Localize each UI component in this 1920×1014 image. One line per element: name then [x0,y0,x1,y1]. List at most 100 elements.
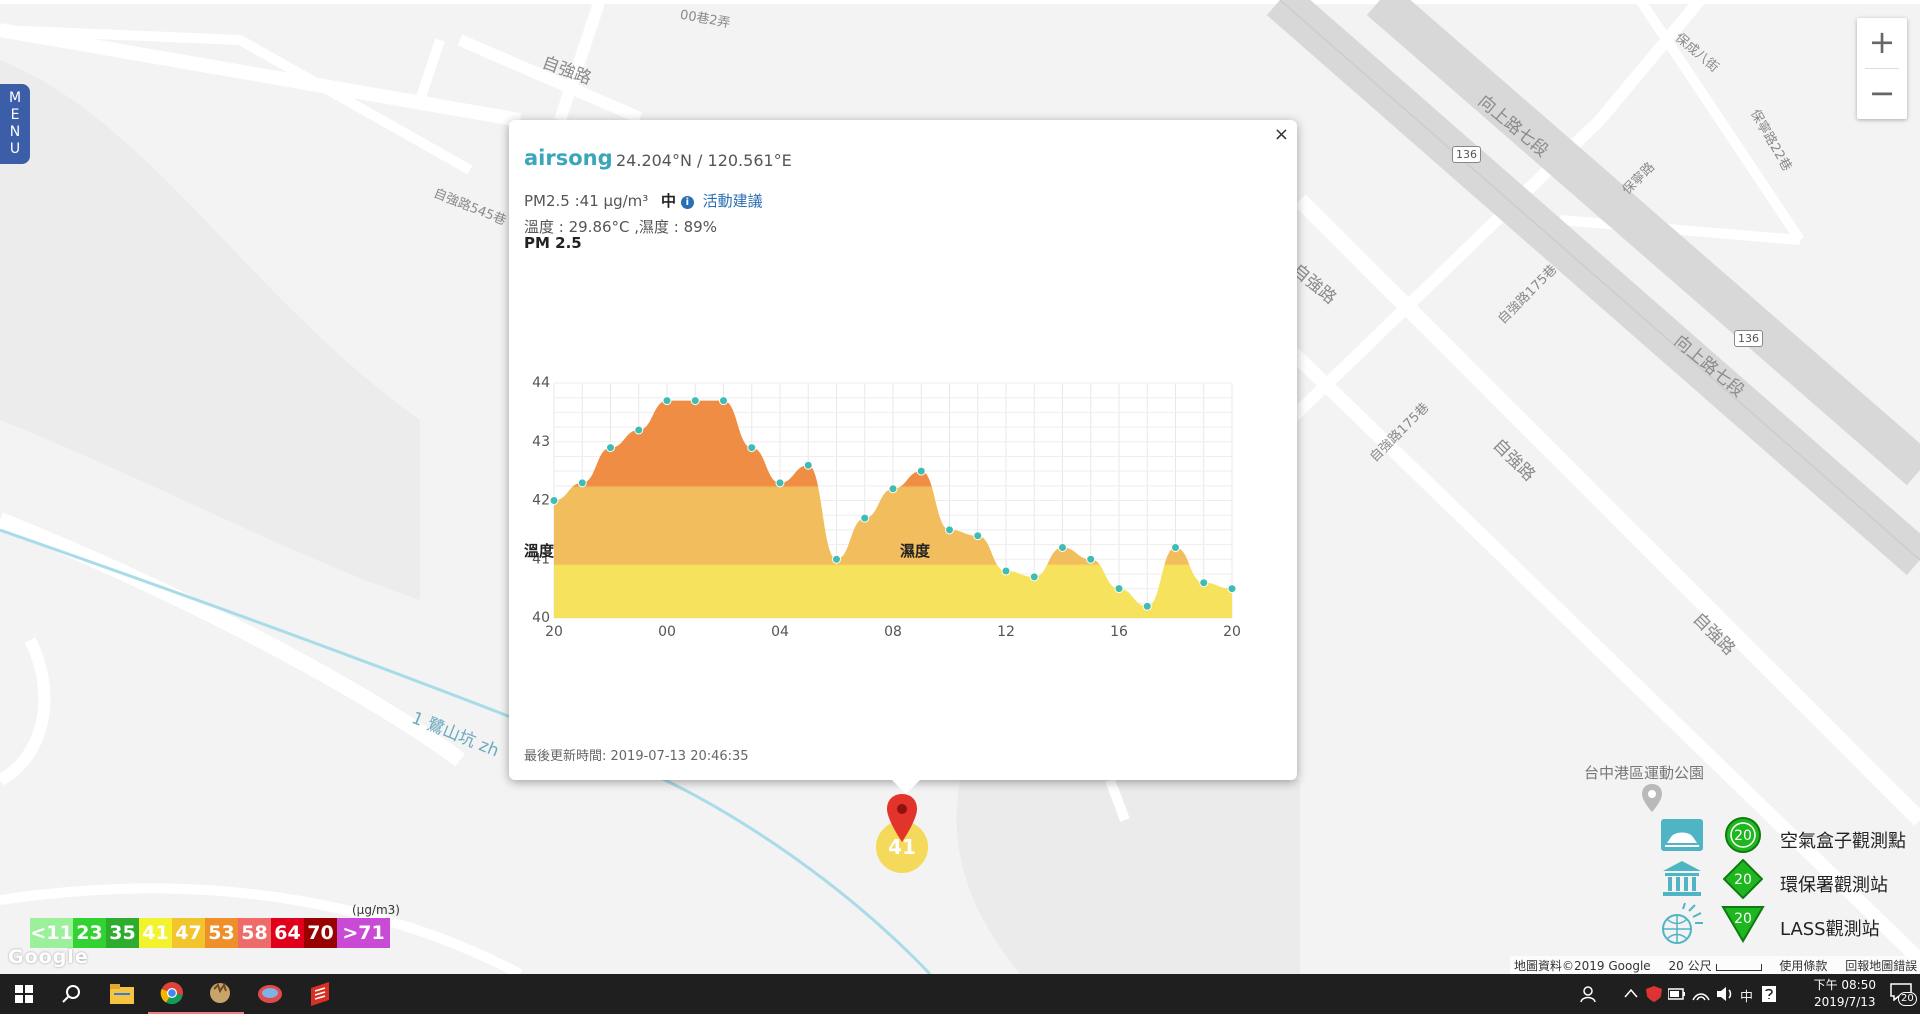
zoom-out-button[interactable]: − [1868,74,1896,112]
app-icon[interactable] [246,974,294,1014]
pm-y-tick-label: 40 [532,610,550,626]
clock-time: 下午 08:50 [1813,978,1876,992]
pm-scale-step: 58 [238,918,271,948]
pm-data-point [832,554,841,564]
badge-number: 20 [1734,828,1752,844]
badge-number: 20 [1734,911,1752,927]
pm-data-point [719,396,728,406]
terms-link[interactable]: 使用條款 [1779,959,1828,973]
ime-indicator[interactable]: 中 [1740,990,1754,1005]
pm-y-tick-label: 43 [532,434,550,450]
pm-data-point [577,478,587,488]
road-number-sign: 136 [1452,146,1481,163]
clock-date: 2019/7/13 [1814,995,1876,1009]
pm-data-point [747,443,757,453]
government-building-icon [1663,861,1701,896]
legend-lass: 20 LASS觀測站 [1655,903,1920,947]
park-label: 台中港區運動公園 [1584,764,1705,782]
pm-chart-title: PM 2.5 [524,234,582,252]
legend-label: LASS觀測站 [1780,919,1880,940]
pm-data-point [860,513,870,523]
map-attribution: 地圖資料©2019 Google 20 公尺 使用條款 回報地圖錯誤 [1510,956,1920,975]
temp-chart-title: 溫度 [524,542,555,560]
app-icon[interactable] [196,974,244,1014]
shield-icon[interactable] [1646,986,1662,1002]
pm-value: PM2.5 :41 μg/m³ [524,192,649,210]
airbox-icon [1661,819,1703,851]
pm-scale-step: 53 [205,918,238,948]
clock[interactable]: 下午 08:50 2019/7/13 [1814,977,1876,1011]
activity-advice-link[interactable]: 活動建議 [702,192,763,210]
pm-chart: 40414243442000040812162029.029.229.429.6… [532,375,1241,640]
pm-data-point [916,466,926,476]
pm-scale-step: >71 [337,918,390,948]
pm-data-point [606,443,615,453]
zoom-in-button[interactable]: + [1868,23,1896,61]
pm-y-tick-label: 44 [532,375,550,391]
pm-scale-step: <11 [30,918,73,948]
pm-data-point [1029,572,1039,582]
pm-data-point [1171,543,1180,552]
pm-data-point [973,531,983,541]
pm-data-point [1199,578,1209,588]
chrome-icon[interactable] [148,974,196,1014]
system-tray: 中 下午 08:50 2019/7/13 20 [1560,974,1920,1014]
keyboard-icon[interactable] [1762,986,1776,1002]
pm-data-point [1058,543,1067,552]
pm-x-tick-label: 16 [1110,624,1128,640]
pm-scale-step: 35 [106,918,139,948]
file-explorer-icon[interactable] [98,974,146,1014]
pm-data-point [803,460,813,470]
pm-data-point [1142,601,1152,611]
airbox-badge-icon: 20 [1725,817,1761,853]
popup-tip [892,780,920,794]
notification-count: 20 [1898,992,1917,1006]
legend-label: 空氣盒子觀測點 [1780,831,1906,852]
legend-epa: 20 環保署觀測站 [1655,859,1920,903]
pm-data-point [549,496,559,505]
pm-scale-step: 64 [271,918,304,948]
wifi-icon[interactable] [1692,986,1710,1002]
menu-button[interactable]: MENU [0,84,30,164]
pm-x-tick-label: 04 [771,624,789,640]
report-error-link[interactable]: 回報地圖錯誤 [1845,959,1918,973]
pm-data-point [662,396,672,406]
last-updated: 最後更新時間: 2019-07-13 20:46:35 [524,749,749,764]
legend-label: 環保署觀測站 [1780,875,1888,896]
pm-color-scale: <11 23 35 41 47 53 58 64 70 >71 [30,918,390,948]
pm-scale-step: 70 [304,918,337,948]
notification-center-icon[interactable]: 20 [1890,983,1917,1006]
app-icon[interactable] [296,974,344,1014]
pm-data-point [1001,566,1011,576]
battery-icon[interactable] [1668,987,1686,1001]
info-icon[interactable]: i [680,196,694,209]
close-button[interactable]: × [1273,124,1289,145]
badge-number: 20 [1734,872,1752,888]
legend-airbox: 20 空氣盒子觀測點 [1655,815,1920,859]
pm-reading: PM2.5 :41 μg/m³ 中 i 活動建議 [524,190,763,211]
lass-sensor-icon [1662,903,1703,944]
volume-icon[interactable] [1716,986,1734,1002]
pm-x-tick-label: 08 [884,624,902,640]
divider [1865,68,1899,69]
pm-data-point [1086,554,1096,564]
pm-data-point [1114,584,1124,594]
zoom-control: + − [1857,18,1907,119]
chevron-up-icon[interactable] [1624,988,1638,998]
pm-data-point [775,478,785,488]
pm-data-point [690,396,700,406]
windows-start-icon[interactable] [0,974,48,1014]
search-icon[interactable] [48,974,96,1014]
pm-scale-step: 41 [139,918,172,948]
pm-x-tick-label: 12 [997,624,1015,640]
pm-data-point [888,484,898,494]
station-marker[interactable]: 41 [876,794,928,874]
people-icon[interactable] [1580,985,1598,1003]
google-logo: Google [8,946,89,968]
humidity-chart-title: 濕度 [900,542,931,560]
location-pin-icon [887,794,917,842]
pm-level: 中 [661,192,677,210]
temp-humidity-reading: 溫度 : 29.86°C ,濕度 : 89% [524,218,717,236]
site-name[interactable]: airsong [524,146,613,170]
pm-scale-step: 23 [73,918,106,948]
